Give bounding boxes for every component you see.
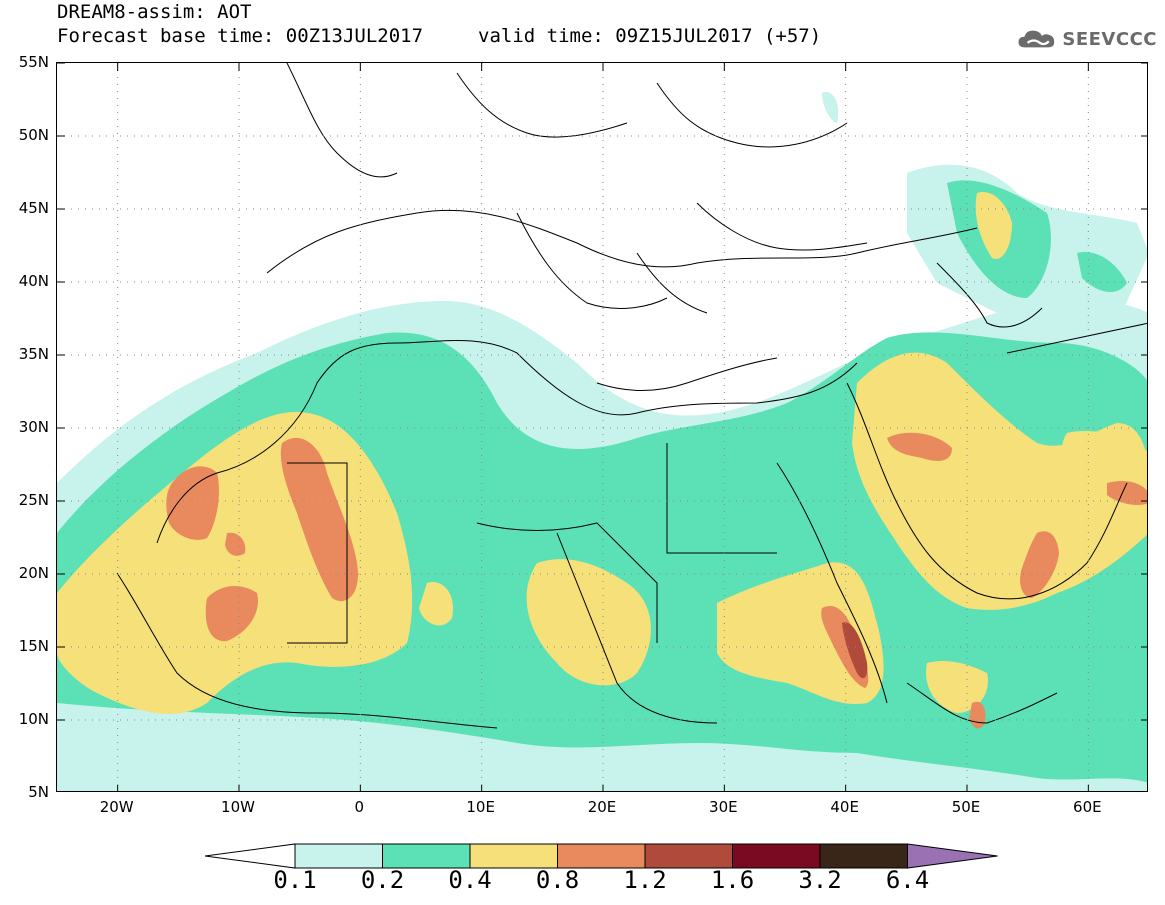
coastlines-borders (116, 63, 1147, 729)
colorbar-box (382, 843, 471, 869)
colorbar-box (644, 843, 733, 869)
colorbar-label: 0.8 (535, 866, 580, 894)
colorbar-box (294, 843, 383, 869)
lon-label: 30E (709, 798, 738, 816)
cloud-icon (1018, 30, 1055, 48)
lon-label: 20E (587, 798, 617, 816)
lon-label: 60E (1073, 798, 1102, 816)
lon-label: 50E (951, 798, 981, 816)
lat-label: 40N (18, 272, 49, 290)
colorbar-box (557, 843, 646, 869)
colorbar-label: 6.4 (885, 866, 930, 894)
colorbar-label: 0.4 (448, 866, 492, 894)
colorbar-box (732, 843, 821, 869)
lat-label: 45N (18, 199, 49, 217)
graticule (57, 63, 1147, 791)
lat-label: 10N (18, 710, 49, 728)
lat-label: 35N (18, 345, 49, 363)
lat-label: 50N (18, 126, 49, 144)
lon-label: 20W (99, 798, 134, 816)
aot-field-0.8 (166, 432, 1147, 729)
logo-text: SEEVCCC (1062, 28, 1157, 50)
lat-label: 25N (18, 491, 49, 509)
aot-map (56, 62, 1148, 792)
lon-label: 10W (221, 798, 255, 816)
colorbar-under-arrow (205, 843, 296, 869)
colorbar (205, 843, 998, 869)
aot-field-1.2 (842, 622, 868, 679)
lat-label: 20N (18, 564, 49, 582)
lat-label: 15N (18, 637, 49, 655)
lon-label: 40E (830, 798, 859, 816)
colorbar-box (469, 843, 558, 869)
colorbar-over-arrow (907, 843, 998, 869)
lon-label: 0 (354, 798, 365, 816)
colorbar-label: 0.2 (360, 866, 405, 894)
lon-label: 10E (466, 798, 495, 816)
aot-map-canvas (57, 63, 1147, 791)
chart-title: DREAM8-assim: AOT (57, 1, 252, 23)
colorbar-label: 3.2 (798, 866, 842, 894)
colorbar-label: 1.6 (710, 866, 755, 894)
lat-label: 30N (18, 418, 49, 436)
lat-label: 55N (18, 53, 49, 71)
forecast-base-time: Forecast base time: 00Z13JUL2017 (57, 25, 424, 47)
valid-time: valid time: 09Z15JUL2017 (+57) (478, 25, 822, 47)
seevccc-logo: SEEVCCC (1017, 22, 1157, 56)
colorbar-label: 1.2 (623, 866, 667, 894)
aot-field-0.4 (57, 192, 1147, 714)
colorbar-label: 0.1 (273, 866, 317, 894)
colorbar-box (819, 843, 908, 869)
lat-label: 5N (28, 783, 49, 801)
